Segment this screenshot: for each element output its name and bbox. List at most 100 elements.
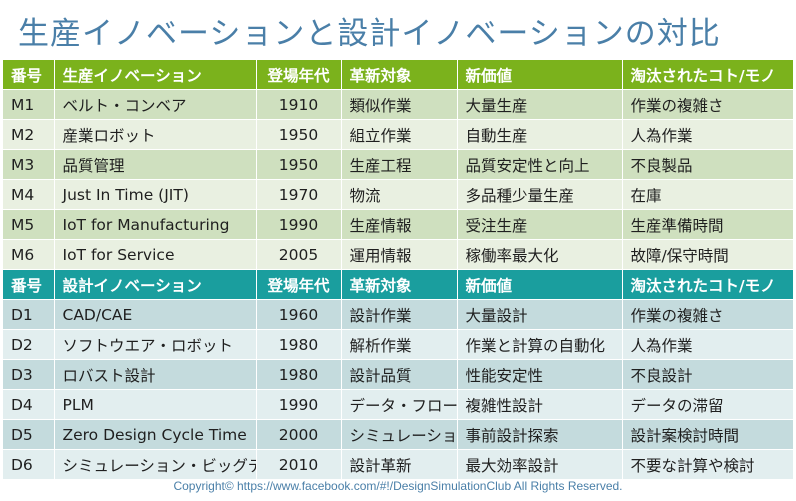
cell-eliminated: 人為作業 xyxy=(622,119,794,150)
cell-innovation: 産業ロボット xyxy=(54,119,257,150)
cell-target: 解析作業 xyxy=(341,329,458,360)
cell-year: 2010 xyxy=(256,449,342,480)
cell-target: 設計作業 xyxy=(341,299,458,330)
cell-innovation: 品質管理 xyxy=(54,149,257,180)
cell-new-value: 稼働率最大化 xyxy=(457,239,623,270)
cell-target: 生産工程 xyxy=(341,149,458,180)
cell-number: D1 xyxy=(3,299,55,330)
cell-year: 1980 xyxy=(256,329,342,360)
manufacturing-row: M4 Just In Time (JIT) 1970 物流 多品種少量生産 在庫 xyxy=(3,179,794,210)
cell-year: 登場年代 xyxy=(256,269,342,300)
cell-year: 1970 xyxy=(256,179,342,210)
cell-year: 1950 xyxy=(256,119,342,150)
cell-target: 類似作業 xyxy=(341,89,458,120)
innovation-comparison-table: 番号 生産イノベーション 登場年代 革新対象 新価値 淘汰されたコト/モノ M1 ベルト・コン… xyxy=(3,60,794,480)
cell-new-value: 大量設計 xyxy=(457,299,623,330)
cell-innovation: IoT for Service xyxy=(54,239,257,270)
cell-year: 2005 xyxy=(256,239,342,270)
cell-innovation: ロバスト設計 xyxy=(54,359,257,390)
cell-year: 1980 xyxy=(256,359,342,390)
cell-year: 1910 xyxy=(256,89,342,120)
design-row: D4 PLM 1990 データ・フロー 複雑性設計 データの滞留 xyxy=(3,389,794,420)
cell-new-value: 自動生産 xyxy=(457,119,623,150)
cell-number: D5 xyxy=(3,419,55,450)
page-title: 生産イノベーションと設計イノベーションの対比 xyxy=(18,16,721,52)
cell-innovation: 設計イノベーション xyxy=(54,269,257,300)
cell-target: 組立作業 xyxy=(341,119,458,150)
cell-year: 1960 xyxy=(256,299,342,330)
manufacturing-row: M2 産業ロボット 1950 組立作業 自動生産 人為作業 xyxy=(3,119,794,150)
cell-number: 番号 xyxy=(3,269,55,300)
cell-year: 1990 xyxy=(256,209,342,240)
design-row: D3 ロバスト設計 1980 設計品質 性能安定性 不良設計 xyxy=(3,359,794,390)
cell-eliminated: 不良製品 xyxy=(622,149,794,180)
manufacturing-row: M3 品質管理 1950 生産工程 品質安定性と向上 不良製品 xyxy=(3,149,794,180)
cell-number: D3 xyxy=(3,359,55,390)
manufacturing-header-row: 番号 生産イノベーション 登場年代 革新対象 新価値 淘汰されたコト/モノ xyxy=(3,60,794,90)
cell-eliminated: 作業の複雑さ xyxy=(622,89,794,120)
cell-eliminated: 不良設計 xyxy=(622,359,794,390)
cell-eliminated: 設計案検討時間 xyxy=(622,419,794,450)
cell-new-value: 大量生産 xyxy=(457,89,623,120)
cell-target: 革新対象 xyxy=(341,60,458,90)
cell-target: 生産情報 xyxy=(341,209,458,240)
cell-new-value: 複雑性設計 xyxy=(457,389,623,420)
cell-eliminated: 人為作業 xyxy=(622,329,794,360)
cell-number: M4 xyxy=(3,179,55,210)
copyright-notice: Copyright© https://www.facebook.com/#!/D… xyxy=(173,479,623,493)
cell-target: データ・フロー xyxy=(341,389,458,420)
cell-eliminated: 淘汰されたコト/モノ xyxy=(622,60,794,90)
cell-target: シミュレーション xyxy=(341,419,458,450)
manufacturing-row: M1 ベルト・コンベア 1910 類似作業 大量生産 作業の複雑さ xyxy=(3,89,794,120)
cell-eliminated: 故障/保守時間 xyxy=(622,239,794,270)
cell-number: M1 xyxy=(3,89,55,120)
manufacturing-row: M6 IoT for Service 2005 運用情報 稼働率最大化 故障/保守時間 xyxy=(3,239,794,270)
cell-year: 2000 xyxy=(256,419,342,450)
cell-target: 設計革新 xyxy=(341,449,458,480)
cell-target: 設計品質 xyxy=(341,359,458,390)
cell-number: M3 xyxy=(3,149,55,180)
cell-innovation: ベルト・コンベア xyxy=(54,89,257,120)
cell-eliminated: 在庫 xyxy=(622,179,794,210)
cell-target: 運用情報 xyxy=(341,239,458,270)
cell-number: M5 xyxy=(3,209,55,240)
cell-innovation: IoT for Manufacturing xyxy=(54,209,257,240)
cell-innovation: ソフトウエア・ロボット xyxy=(54,329,257,360)
cell-innovation: Zero Design Cycle Time xyxy=(54,419,257,450)
cell-target: 物流 xyxy=(341,179,458,210)
manufacturing-row: M5 IoT for Manufacturing 1990 生産情報 受注生産 生産準備時… xyxy=(3,209,794,240)
cell-new-value: 受注生産 xyxy=(457,209,623,240)
cell-eliminated: 不要な計算や検討 xyxy=(622,449,794,480)
cell-eliminated: 作業の複雑さ xyxy=(622,299,794,330)
cell-number: D4 xyxy=(3,389,55,420)
cell-innovation: シミュレーション・ビッグデータ xyxy=(54,449,257,480)
cell-innovation: PLM xyxy=(54,389,257,420)
cell-number: D2 xyxy=(3,329,55,360)
design-row: D1 CAD/CAE 1960 設計作業 大量設計 作業の複雑さ xyxy=(3,299,794,330)
cell-target: 革新対象 xyxy=(341,269,458,300)
cell-number: D6 xyxy=(3,449,55,480)
cell-new-value: 品質安定性と向上 xyxy=(457,149,623,180)
cell-new-value: 事前設計探索 xyxy=(457,419,623,450)
cell-year: 1950 xyxy=(256,149,342,180)
cell-innovation: CAD/CAE xyxy=(54,299,257,330)
cell-eliminated: データの滞留 xyxy=(622,389,794,420)
cell-eliminated: 生産準備時間 xyxy=(622,209,794,240)
design-header-row: 番号 設計イノベーション 登場年代 革新対象 新価値 淘汰されたコト/モノ xyxy=(3,269,794,300)
cell-new-value: 性能安定性 xyxy=(457,359,623,390)
cell-new-value: 新価値 xyxy=(457,60,623,90)
cell-new-value: 新価値 xyxy=(457,269,623,300)
cell-innovation: Just In Time (JIT) xyxy=(54,179,257,210)
design-row: D2 ソフトウエア・ロボット 1980 解析作業 作業と計算の自動化 人為作業 xyxy=(3,329,794,360)
cell-new-value: 作業と計算の自動化 xyxy=(457,329,623,360)
cell-number: 番号 xyxy=(3,60,55,90)
cell-number: M6 xyxy=(3,239,55,270)
cell-new-value: 多品種少量生産 xyxy=(457,179,623,210)
cell-number: M2 xyxy=(3,119,55,150)
cell-year: 1990 xyxy=(256,389,342,420)
cell-innovation: 生産イノベーション xyxy=(54,60,257,90)
cell-eliminated: 淘汰されたコト/モノ xyxy=(622,269,794,300)
cell-new-value: 最大効率設計 xyxy=(457,449,623,480)
